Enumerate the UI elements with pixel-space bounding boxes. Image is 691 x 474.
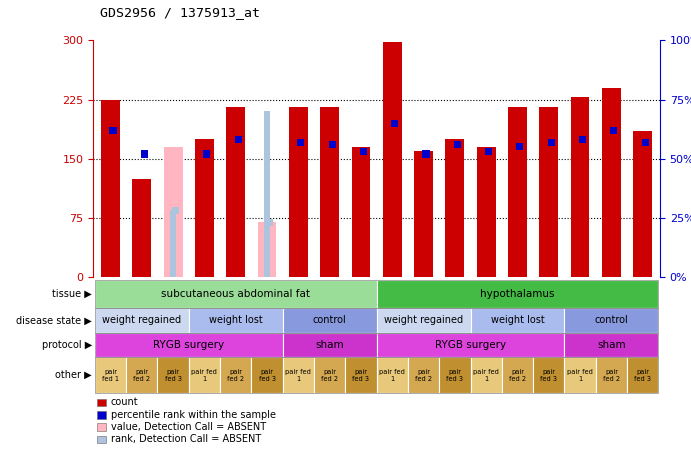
Bar xyxy=(446,139,464,277)
Text: protocol ▶: protocol ▶ xyxy=(41,340,92,350)
Bar xyxy=(264,111,270,277)
Text: pair
fed 3: pair fed 3 xyxy=(634,369,651,382)
Bar xyxy=(320,108,339,277)
Text: pair
fed 2: pair fed 2 xyxy=(603,369,620,382)
Text: other ▶: other ▶ xyxy=(55,370,92,380)
Text: pair
fed 3: pair fed 3 xyxy=(352,369,370,382)
Bar xyxy=(391,119,398,127)
Bar xyxy=(641,138,649,146)
Bar xyxy=(414,151,433,277)
Bar xyxy=(164,147,182,277)
Bar xyxy=(141,151,148,158)
Bar xyxy=(195,139,214,277)
Text: weight lost: weight lost xyxy=(491,315,545,326)
Bar xyxy=(508,108,527,277)
Text: percentile rank within the sample: percentile rank within the sample xyxy=(111,410,276,420)
Text: disease state ▶: disease state ▶ xyxy=(16,315,92,326)
Bar xyxy=(633,131,652,277)
Text: pair
fed 1: pair fed 1 xyxy=(102,369,119,382)
Text: subcutaneous abdominal fat: subcutaneous abdominal fat xyxy=(161,289,310,299)
Text: pair
fed 3: pair fed 3 xyxy=(164,369,182,382)
Bar xyxy=(227,108,245,277)
Text: pair fed
1: pair fed 1 xyxy=(473,369,499,382)
Text: rank, Detection Call = ABSENT: rank, Detection Call = ABSENT xyxy=(111,434,261,445)
Bar xyxy=(454,141,461,148)
Bar xyxy=(360,148,367,155)
Text: pair
fed 2: pair fed 2 xyxy=(227,369,245,382)
Bar xyxy=(133,179,151,277)
Text: pair
fed 3: pair fed 3 xyxy=(540,369,557,382)
Bar xyxy=(203,151,211,158)
Text: RYGB surgery: RYGB surgery xyxy=(435,340,506,350)
Bar xyxy=(516,143,524,151)
Bar xyxy=(602,88,621,277)
Text: value, Detection Call = ABSENT: value, Detection Call = ABSENT xyxy=(111,422,265,432)
Text: pair
fed 2: pair fed 2 xyxy=(133,369,151,382)
Text: control: control xyxy=(313,315,346,326)
Text: pair fed
1: pair fed 1 xyxy=(191,369,218,382)
Bar xyxy=(540,108,558,277)
Bar xyxy=(172,208,179,215)
Bar xyxy=(109,127,117,134)
Bar xyxy=(101,100,120,277)
Text: RYGB surgery: RYGB surgery xyxy=(153,340,225,350)
Text: weight regained: weight regained xyxy=(384,315,463,326)
Text: count: count xyxy=(111,397,138,408)
Text: control: control xyxy=(594,315,628,326)
Bar xyxy=(289,108,307,277)
Bar xyxy=(170,210,176,277)
Bar xyxy=(383,42,401,277)
Text: pair fed
1: pair fed 1 xyxy=(567,369,593,382)
Bar xyxy=(477,147,495,277)
Text: hypothalamus: hypothalamus xyxy=(480,289,555,299)
Text: tissue ▶: tissue ▶ xyxy=(52,289,92,299)
Bar xyxy=(328,141,336,148)
Text: pair fed
1: pair fed 1 xyxy=(285,369,311,382)
Bar xyxy=(548,138,555,146)
Text: weight regained: weight regained xyxy=(102,315,181,326)
Text: pair
fed 3: pair fed 3 xyxy=(258,369,276,382)
Bar xyxy=(610,127,617,134)
Text: pair
fed 2: pair fed 2 xyxy=(321,369,338,382)
Bar xyxy=(579,137,586,143)
Text: pair fed
1: pair fed 1 xyxy=(379,369,405,382)
Bar xyxy=(235,137,242,143)
Bar xyxy=(352,147,370,277)
Bar xyxy=(422,151,430,158)
Text: pair
fed 2: pair fed 2 xyxy=(415,369,432,382)
Text: GDS2956 / 1375913_at: GDS2956 / 1375913_at xyxy=(100,6,261,19)
Text: weight lost: weight lost xyxy=(209,315,263,326)
Text: sham: sham xyxy=(597,340,625,350)
Bar xyxy=(258,222,276,277)
Text: pair
fed 3: pair fed 3 xyxy=(446,369,464,382)
Bar xyxy=(266,219,273,227)
Bar xyxy=(297,138,304,146)
Bar xyxy=(571,97,589,277)
Text: pair
fed 2: pair fed 2 xyxy=(509,369,526,382)
Text: sham: sham xyxy=(315,340,344,350)
Bar xyxy=(485,148,492,155)
